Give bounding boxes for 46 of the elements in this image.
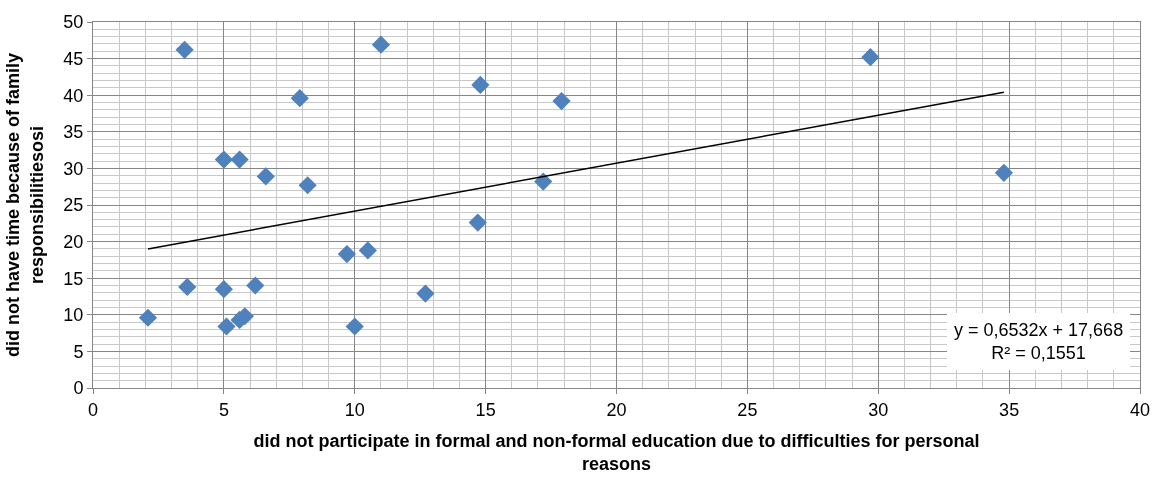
point <box>290 89 309 108</box>
x-tick-label: 30 <box>868 399 889 420</box>
annotation: y = 0,6532x + 17,668 <box>954 320 1124 340</box>
x-tick-label: 15 <box>475 399 496 420</box>
x-tick-label: 20 <box>606 399 627 420</box>
point <box>256 167 275 186</box>
x-axis-title: did not participate in formal and non-formal education due to difficulties for personal reasons <box>253 430 980 475</box>
x-tick-label: 10 <box>344 399 365 420</box>
point <box>298 176 317 195</box>
x-tick-label: 0 <box>87 399 99 420</box>
y-tick-label: 0 <box>73 378 84 399</box>
point <box>861 48 880 67</box>
point <box>217 317 236 336</box>
y-tick-label: 10 <box>63 305 84 326</box>
point <box>534 172 553 191</box>
point <box>337 244 356 264</box>
point <box>175 40 194 59</box>
x-tick-label: 35 <box>999 399 1020 420</box>
y-tick-label: 5 <box>73 341 84 362</box>
point <box>178 277 197 297</box>
point <box>371 35 391 54</box>
x-tick-label: 5 <box>218 399 229 420</box>
y-tick-label: 50 <box>63 12 84 33</box>
point <box>416 284 435 303</box>
point <box>138 308 158 327</box>
point <box>230 150 249 169</box>
x-tick-label: 40 <box>1129 399 1151 420</box>
y-tick-label: 40 <box>63 85 84 106</box>
point <box>471 75 490 95</box>
point <box>246 276 265 295</box>
y-tick-label: 35 <box>63 122 84 143</box>
y-tick-label: 20 <box>63 231 84 252</box>
point <box>214 280 233 299</box>
y-tick-label: 25 <box>63 195 84 216</box>
point <box>994 163 1013 182</box>
point <box>468 213 487 232</box>
y-tick-label: 15 <box>63 268 84 289</box>
annotation: R² = 0,1551 <box>991 343 1086 364</box>
y-tick-label: 45 <box>63 48 84 69</box>
x-tick-label: 25 <box>737 399 758 420</box>
point <box>214 150 233 169</box>
point <box>552 91 571 111</box>
point <box>345 317 364 336</box>
y-tick-label: 30 <box>63 158 84 179</box>
y-axis-title: did not have time because of family responsibilitiesosi <box>3 52 47 358</box>
point <box>358 241 377 260</box>
